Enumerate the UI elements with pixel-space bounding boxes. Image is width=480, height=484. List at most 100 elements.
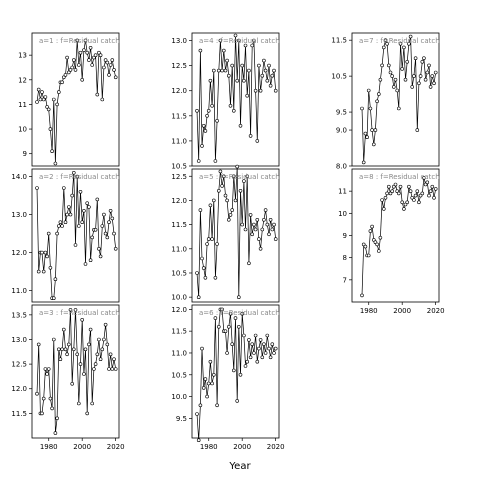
data-point <box>225 198 229 203</box>
data-point <box>262 218 266 222</box>
data-point <box>82 48 86 53</box>
data-point <box>248 213 253 217</box>
data-point <box>36 87 41 92</box>
data-point <box>198 48 203 53</box>
data-point <box>220 307 224 312</box>
data-point <box>245 93 249 98</box>
data-point <box>228 311 233 316</box>
x-tick-label: 1980 <box>360 307 378 315</box>
data-point <box>108 352 113 357</box>
data-point <box>50 406 54 411</box>
data-point <box>200 256 204 261</box>
data-point <box>53 277 58 282</box>
data-point <box>98 254 103 259</box>
data-point <box>378 77 383 82</box>
data-point <box>107 73 111 77</box>
data-point <box>396 191 401 196</box>
x-tick-label: 1980 <box>40 443 58 451</box>
data-point <box>102 212 106 217</box>
data-point <box>428 189 433 193</box>
data-point <box>87 205 91 209</box>
data-point <box>413 56 418 61</box>
data-point <box>63 347 68 352</box>
data-point <box>55 416 59 421</box>
data-point <box>98 53 103 58</box>
data-point <box>232 368 236 373</box>
data-point <box>255 359 260 364</box>
data-point <box>70 193 74 198</box>
data-point <box>217 324 221 329</box>
data-point <box>215 242 219 246</box>
data-point <box>225 58 229 63</box>
data-point <box>112 231 116 236</box>
data-point <box>73 68 78 72</box>
data-point <box>245 359 249 364</box>
data-point <box>82 372 86 376</box>
data-point <box>385 191 389 196</box>
data-point <box>93 53 98 58</box>
data-point <box>263 208 268 212</box>
data-point <box>417 81 421 86</box>
data-point <box>370 128 374 132</box>
data-point <box>260 355 265 360</box>
data-point <box>213 159 218 163</box>
data-point <box>230 342 234 347</box>
data-point <box>248 355 253 360</box>
y-tick-label: 12.5 <box>171 62 187 70</box>
data-point <box>360 293 364 298</box>
y-tick-label: 11.0 <box>171 349 187 357</box>
data-point <box>103 322 108 327</box>
panel-title: a=5 : f=Residual catch <box>199 173 280 181</box>
data-point <box>400 200 405 205</box>
series-line <box>36 172 117 299</box>
data-point <box>252 222 256 227</box>
data-point <box>273 88 278 93</box>
data-point <box>238 189 243 193</box>
data-point <box>205 114 209 118</box>
panel-title: a=2 : f=Residual catch <box>39 173 120 181</box>
data-point <box>240 63 244 68</box>
data-point <box>105 235 110 240</box>
data-point <box>102 65 106 70</box>
data-point <box>43 95 48 99</box>
data-point <box>68 212 73 217</box>
data-point <box>366 253 371 258</box>
data-point <box>45 254 49 259</box>
y-tick-label: 13.0 <box>171 37 187 45</box>
data-point <box>225 351 229 355</box>
figure-x-label: Year <box>228 461 251 472</box>
panel-frame <box>191 32 280 167</box>
data-point <box>415 128 420 132</box>
data-point <box>415 189 420 193</box>
data-point <box>198 208 203 212</box>
data-point <box>55 231 59 236</box>
data-point <box>53 431 58 435</box>
panel-1: a=1 : f=Residual catch 9 10 11 12 13 <box>18 32 120 167</box>
y-tick-label: 12.5 <box>171 173 187 181</box>
data-point <box>253 333 258 338</box>
data-point <box>223 329 228 334</box>
data-point <box>390 189 395 193</box>
series-line <box>36 40 117 164</box>
y-tick-label: 10 <box>18 126 27 134</box>
data-point <box>46 107 51 112</box>
data-point <box>51 296 56 301</box>
data-point <box>253 227 258 232</box>
data-point <box>432 196 436 200</box>
data-point <box>252 38 256 43</box>
data-point <box>51 97 56 102</box>
data-point <box>390 74 395 78</box>
data-point <box>262 342 266 347</box>
data-point <box>235 78 239 83</box>
data-point <box>45 372 49 376</box>
data-point <box>195 109 199 113</box>
data-point <box>70 65 74 70</box>
data-point <box>35 186 39 190</box>
data-point <box>233 33 238 38</box>
x-tick-label: 2000 <box>393 307 411 315</box>
data-point <box>383 196 388 200</box>
data-point <box>75 352 79 357</box>
data-point <box>77 401 81 406</box>
data-point <box>268 83 273 88</box>
data-point <box>243 227 248 232</box>
